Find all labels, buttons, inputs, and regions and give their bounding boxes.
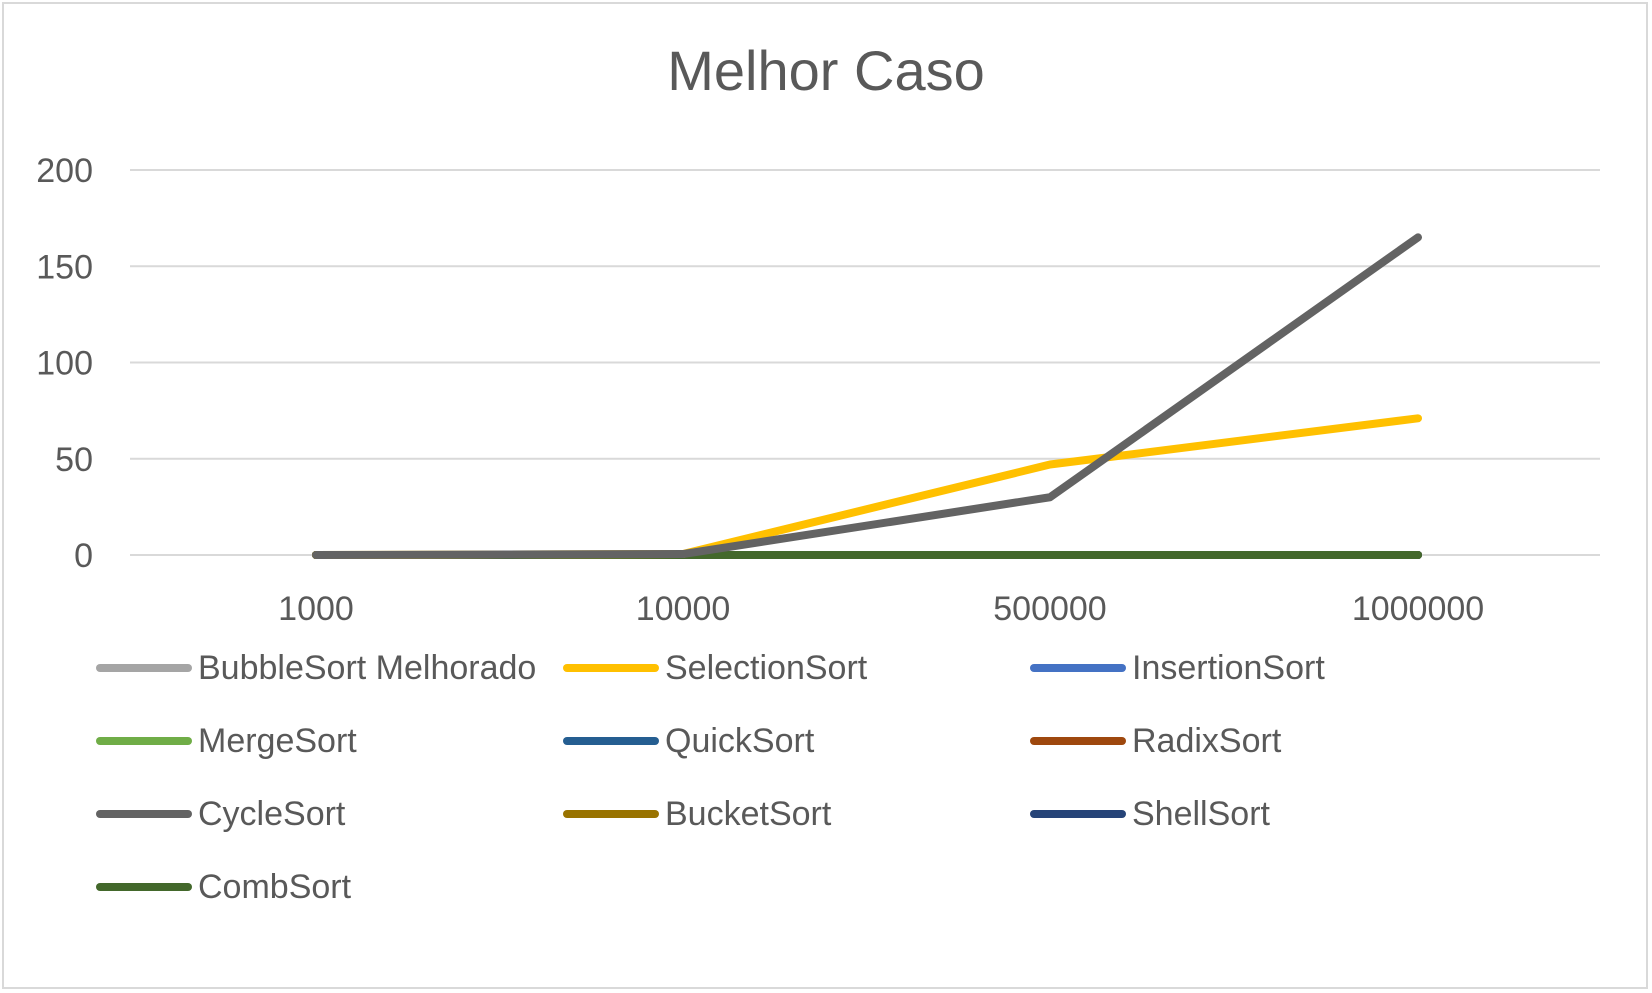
legend-swatch <box>96 664 192 672</box>
legend-item: RadixSort <box>1030 721 1281 761</box>
y-tick-label: 150 <box>36 248 93 286</box>
x-tick-label: 1000000 <box>1352 590 1484 628</box>
series-line-selectionsort <box>312 414 1422 559</box>
legend-swatch <box>96 810 192 818</box>
legend-label: BubbleSort Melhorado <box>198 648 537 687</box>
legend-swatch <box>96 737 192 745</box>
legend-item: ShellSort <box>1030 794 1270 834</box>
y-tick-label: 50 <box>55 441 93 479</box>
legend-swatch <box>1030 810 1126 818</box>
x-tick-label: 1000 <box>278 590 354 628</box>
legend-label: CombSort <box>198 867 352 906</box>
legend-label: RadixSort <box>1132 721 1282 760</box>
legend-swatch <box>563 664 659 672</box>
legend-swatch <box>1030 664 1126 672</box>
legend-item: CombSort <box>96 867 351 907</box>
legend-item: MergeSort <box>96 721 357 761</box>
legend-label: MergeSort <box>198 721 357 760</box>
legend-item: CycleSort <box>96 794 345 834</box>
legend-label: QuickSort <box>665 721 815 760</box>
legend-item: SelectionSort <box>563 648 867 688</box>
legend-swatch <box>1030 737 1126 745</box>
series-line-cyclesort <box>312 233 1422 559</box>
x-tick-label: 500000 <box>993 590 1106 628</box>
legend-swatch <box>563 737 659 745</box>
legend-label: ShellSort <box>1132 794 1270 833</box>
legend-swatch <box>563 810 659 818</box>
chart-title: Melhor Caso <box>667 39 985 102</box>
legend-label: InsertionSort <box>1132 648 1325 687</box>
legend-swatch <box>96 883 192 891</box>
legend-item: QuickSort <box>563 721 814 761</box>
legend-item: BucketSort <box>563 794 831 834</box>
legend-label: BucketSort <box>665 794 832 833</box>
legend-label: CycleSort <box>198 794 346 833</box>
x-tick-label: 10000 <box>636 590 731 628</box>
legend-label: SelectionSort <box>665 648 868 687</box>
y-tick-label: 0 <box>74 537 93 575</box>
y-tick-label: 100 <box>36 345 93 383</box>
y-tick-label: 200 <box>36 152 93 190</box>
legend-item: InsertionSort <box>1030 648 1325 688</box>
legend-item: BubbleSort Melhorado <box>96 648 536 688</box>
